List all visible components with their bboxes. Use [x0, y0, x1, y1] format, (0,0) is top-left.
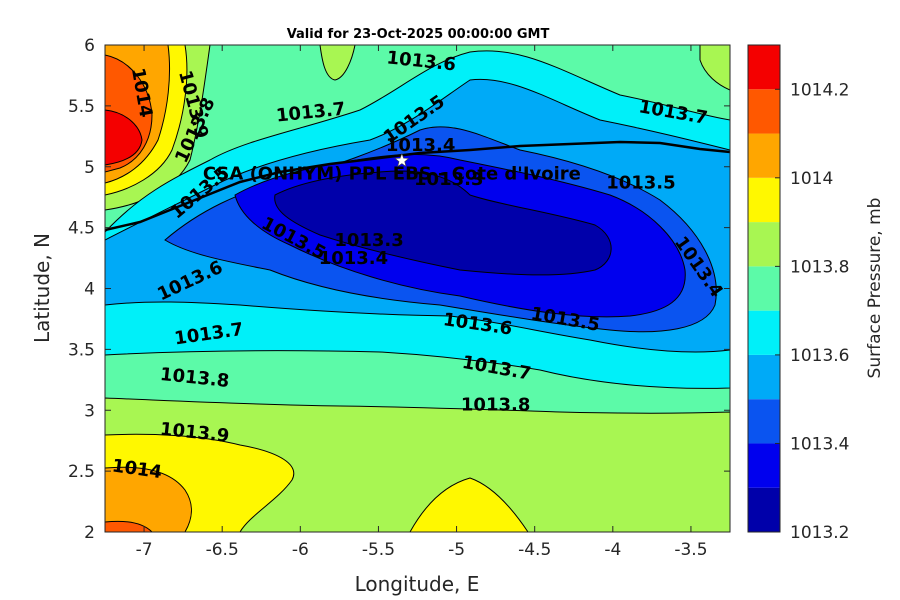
colorbar: 1013.2 1013.4 1013.6 1013.8 1014 1014.2 Surfa…: [747, 44, 885, 543]
contour-label: 1013.4: [386, 135, 455, 156]
colorbar-swatch: [748, 399, 780, 444]
x-tick-label: -4: [604, 540, 621, 560]
colorbar-swatch: [748, 89, 780, 134]
contour-fill-layer: [105, 45, 730, 532]
y-tick-label: 5: [84, 158, 95, 178]
station-marker: CSA (ONHYM) PPL EBS - Cote d'Ivoire: [203, 152, 581, 185]
x-tick-label: -5.5: [362, 540, 395, 560]
contour-band-1013-8-north-b: [319, 45, 356, 81]
y-tick-label: 4: [84, 280, 95, 300]
x-tick-label: -6.5: [206, 540, 239, 560]
figure-title: Valid for 23-Oct-2025 00:00:00 GMT: [287, 27, 550, 42]
x-tick-label: -6: [292, 540, 309, 560]
contour-band-1013-9-south-b: [409, 477, 529, 532]
y-axis-ticks: 2 2.5 3 3.5 4 4.5 5 5.5 6: [68, 36, 730, 543]
colorbar-ticks: 1013.2 1013.4 1013.6 1013.8 1014 1014.2: [775, 80, 849, 543]
contour-label: 1013.4: [319, 248, 388, 269]
colorbar-swatch: [748, 443, 780, 488]
coastline: [105, 140, 730, 232]
colorbar-tick-label: 1013.4: [790, 434, 849, 454]
contour-label: 1013.3: [334, 230, 403, 251]
contour-label: 1013.8: [461, 394, 530, 415]
colorbar-frame: [747, 44, 781, 533]
colorbar-swatch: [748, 310, 780, 355]
contour-band-1014-south: [105, 466, 192, 532]
y-axis-label: Latitude, N: [30, 233, 54, 343]
colorbar-tick-label: 1014.2: [790, 80, 849, 100]
colorbar-swatch: [748, 133, 780, 178]
y-tick-label: 6: [84, 36, 95, 56]
colorbar-swatch: [748, 222, 780, 267]
y-tick-label: 3: [84, 401, 95, 421]
contour-label: 1013.5: [606, 173, 675, 194]
y-tick-label: 2: [84, 523, 95, 543]
y-tick-label: 3.5: [68, 340, 95, 360]
colorbar-swatches: [748, 45, 780, 532]
colorbar-swatch: [748, 177, 780, 223]
y-tick-label: 4.5: [68, 219, 95, 239]
x-tick-label: -7: [136, 540, 153, 560]
contour-band-1013-2: [274, 170, 612, 276]
colorbar-tick-label: 1013.6: [790, 346, 849, 366]
station-label: CSA (ONHYM) PPL EBS - Cote d'Ivoire: [203, 164, 581, 185]
colorbar-tick-label: 1013.2: [790, 523, 849, 543]
colorbar-swatch: [748, 45, 780, 90]
white-star-icon: [394, 152, 410, 168]
x-tick-label: -4.5: [518, 540, 551, 560]
x-tick-label: -3.5: [674, 540, 707, 560]
x-axis-ticks: -7 -6.5 -6 -5.5 -5 -4.5 -4 -3.5: [136, 45, 708, 560]
x-tick-label: -5: [448, 540, 465, 560]
colorbar-swatch: [748, 487, 780, 532]
colorbar-swatch: [748, 266, 780, 311]
y-tick-label: 2.5: [68, 462, 95, 482]
x-axis-label: Longitude, E: [355, 572, 480, 596]
colorbar-title: Surface Pressure, mb: [865, 198, 885, 379]
contour-band-1014-2-north: [105, 109, 143, 166]
colorbar-swatch: [748, 354, 780, 400]
contour-label: 1013.3: [414, 169, 483, 190]
colorbar-tick-label: 1014: [790, 169, 833, 189]
y-tick-label: 5.5: [68, 97, 95, 117]
colorbar-tick-label: 1013.8: [790, 257, 849, 277]
